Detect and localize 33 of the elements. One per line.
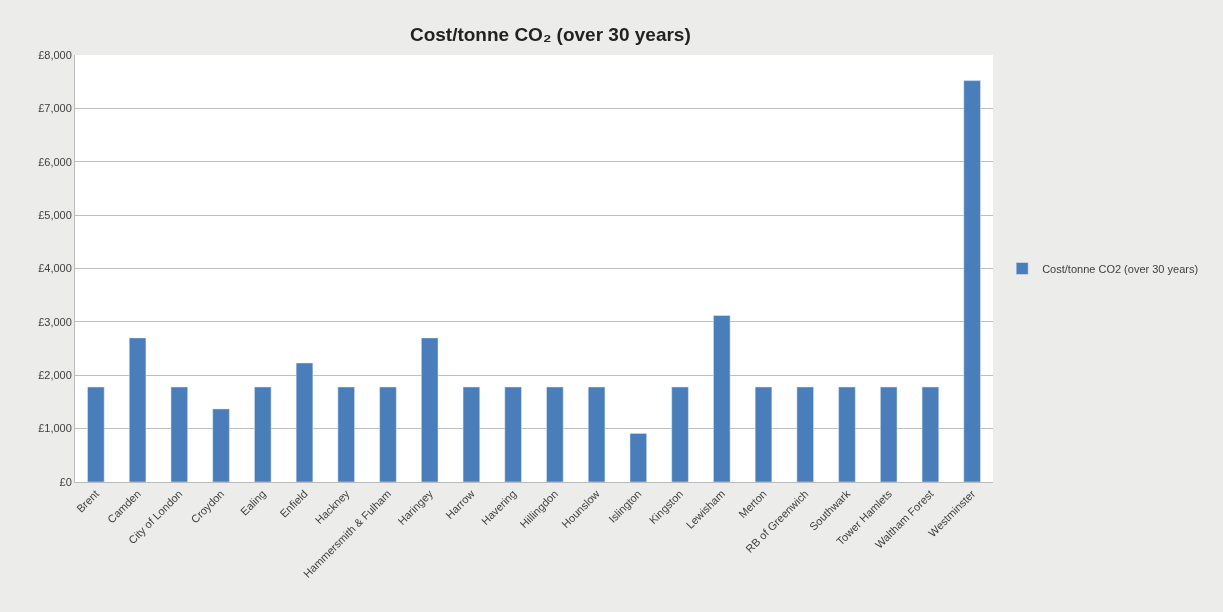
bar	[87, 386, 105, 482]
bar	[838, 386, 856, 482]
y-tick-label: £5,000	[38, 208, 72, 221]
y-tick-label: £6,000	[38, 155, 72, 168]
bar	[880, 386, 898, 482]
y-tick-label: £3,000	[38, 315, 72, 328]
chart-title: Cost/tonne CO₂ (over 30 years)	[409, 23, 691, 45]
y-tick-label: £0	[59, 475, 72, 488]
bar	[295, 362, 314, 482]
bar	[921, 386, 939, 482]
bar	[462, 386, 480, 482]
bar	[129, 337, 147, 482]
bar	[671, 386, 689, 482]
bar	[170, 386, 188, 482]
bar	[546, 386, 564, 482]
bar	[379, 386, 397, 482]
bar	[588, 386, 606, 482]
bar	[254, 386, 272, 482]
y-tick-label: £1,000	[38, 422, 72, 435]
legend-label: Cost/tonne CO2 (over 30 years)	[1042, 262, 1199, 275]
bar	[421, 337, 439, 482]
bar	[504, 386, 522, 482]
y-tick-label: £7,000	[38, 102, 72, 115]
bar	[212, 408, 230, 482]
bar	[337, 386, 355, 482]
y-tick-label: £8,000	[38, 48, 72, 61]
bar	[713, 315, 731, 482]
bar	[754, 386, 773, 482]
y-tick-label: £4,000	[38, 262, 72, 275]
bar	[963, 80, 981, 482]
bar	[629, 433, 647, 482]
bar	[796, 386, 814, 482]
y-tick-label: £2,000	[38, 369, 72, 382]
